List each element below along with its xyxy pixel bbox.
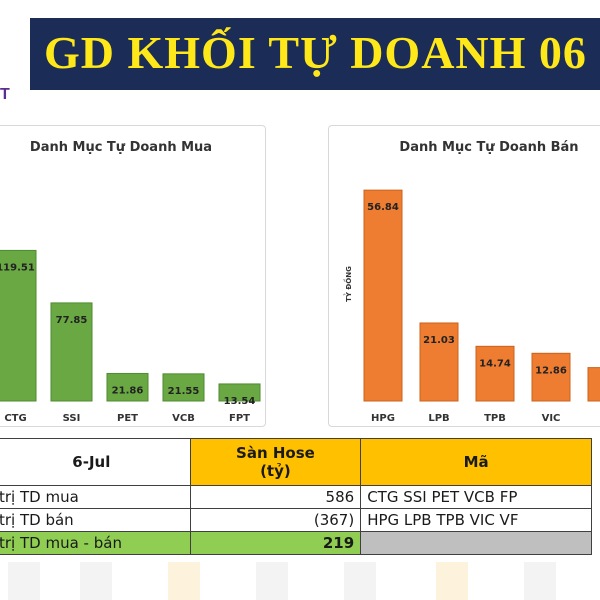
value-label: 77.85 — [56, 315, 88, 326]
footer-block — [344, 562, 376, 600]
row-codes: HPG LPB TPB VIC VF — [360, 508, 592, 532]
bar-vic — [531, 352, 571, 402]
footer-block — [8, 562, 40, 600]
footer-block — [436, 562, 468, 600]
row-hose-value: (367) — [189, 508, 362, 532]
buy-chart: Danh Mục Tự Doanh Mua 119.51 CTG 77.85 SSI 21… — [0, 140, 261, 424]
hose-header: Sàn Hose (tỷ) — [189, 438, 362, 486]
value-label: 21.86 — [112, 385, 144, 396]
bar-ssi — [50, 302, 93, 402]
category-label: LPB — [428, 413, 449, 424]
hose-header-unit: (tỷ) — [260, 462, 291, 480]
category-label: SSI — [63, 413, 81, 424]
category-label: HPG — [371, 413, 395, 424]
footer-block — [80, 562, 112, 600]
row-codes: CTG SSI PET VCB FP — [360, 485, 592, 509]
chart-title: Danh Mục Tự Doanh Bán — [399, 140, 578, 155]
category-label: FPT — [229, 413, 250, 424]
sell-chart: Danh Mục Tự Doanh Bán TỶ ĐỒNG 56.84 HPG 21.0… — [343, 140, 600, 424]
value-label: 12.86 — [535, 365, 567, 376]
banner-title: GD KHỐI TỰ DOANH 06 — [44, 27, 587, 78]
bar-ctg — [0, 249, 37, 402]
category-label: TPB — [484, 413, 506, 424]
value-label: 119.51 — [0, 262, 35, 273]
buy-chart-panel: Danh Mục Tự Doanh Mua 119.51 CTG 77.85 SSI 21… — [0, 125, 266, 427]
value-label: 56.84 — [367, 202, 399, 213]
bar-tpb — [475, 345, 515, 402]
value-label: 14.74 — [479, 358, 511, 369]
row-codes — [360, 531, 592, 555]
sell-chart-panel: Danh Mục Tự Doanh Bán TỶ ĐỒNG 56.84 HPG 21.0… — [328, 125, 600, 427]
logo-fragment: T — [0, 86, 10, 103]
row-label: trị TD mua — [0, 485, 191, 509]
value-label: 21.03 — [423, 335, 455, 346]
date-header: 6-Jul — [0, 438, 191, 486]
summary-table: 6-Jul Sàn Hose (tỷ) Mã trị TD mua 586 CT… — [0, 438, 592, 555]
bar-vcb — [162, 373, 205, 402]
table-row: trị TD bán (367) HPG LPB TPB VIC VF — [0, 508, 592, 532]
bar-pet — [106, 372, 149, 402]
bar-v — [587, 367, 600, 402]
category-label: VCB — [172, 413, 195, 424]
row-hose-value: 219 — [189, 531, 362, 555]
bar-hpg — [363, 189, 403, 402]
footer-strip — [0, 562, 600, 600]
value-label: 13.54 — [224, 396, 256, 407]
value-label: 21.55 — [168, 386, 200, 397]
category-label: CTG — [4, 413, 26, 424]
category-label: VIC — [542, 413, 561, 424]
row-label: trị TD bán — [0, 508, 191, 532]
row-label: trị TD mua - bán — [0, 531, 191, 555]
bar-fpt — [218, 383, 261, 402]
row-hose-value: 586 — [189, 485, 362, 509]
title-banner: GD KHỐI TỰ DOANH 06 — [30, 18, 600, 90]
footer-block — [168, 562, 200, 600]
footer-block — [256, 562, 288, 600]
hose-header-label: Sàn Hose — [236, 444, 315, 462]
code-header: Mã — [360, 438, 592, 486]
footer-block — [524, 562, 556, 600]
table-header-row: 6-Jul Sàn Hose (tỷ) Mã — [0, 438, 592, 486]
bar-lpb — [419, 322, 459, 402]
chart-title: Danh Mục Tự Doanh Mua — [30, 140, 212, 155]
table-row-net: trị TD mua - bán 219 — [0, 531, 592, 555]
category-label: PET — [117, 413, 138, 424]
y-axis-label: TỶ ĐỒNG — [343, 266, 353, 302]
table-row: trị TD mua 586 CTG SSI PET VCB FP — [0, 485, 592, 509]
